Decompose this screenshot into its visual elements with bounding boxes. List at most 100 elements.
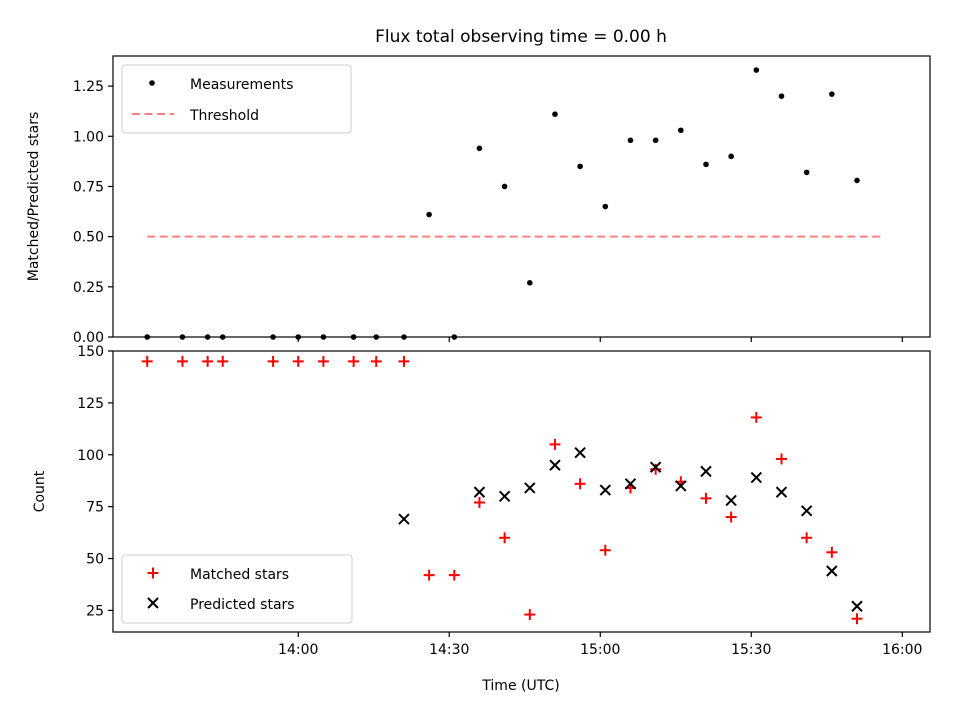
- predicted-star-point: [498, 490, 511, 502]
- measurement-point: [678, 127, 684, 134]
- y-tick-label: 0.75: [73, 179, 104, 195]
- y-tick-label: 0.00: [73, 330, 104, 346]
- matched-star-point: [317, 355, 329, 367]
- y-tick-label: 0.25: [73, 280, 104, 296]
- legend-marker-measurements: [149, 80, 155, 86]
- y-tick-label: 25: [86, 603, 104, 619]
- matched-star-point: [801, 532, 813, 544]
- matched-star-point: [292, 355, 304, 367]
- matched-star-point: [348, 355, 360, 367]
- measurement-point: [602, 203, 609, 210]
- matched-star-point: [549, 438, 561, 450]
- matched-star-point: [574, 478, 586, 490]
- matched-star-point: [650, 463, 662, 475]
- y-tick-label: 150: [77, 344, 104, 360]
- top-y-ticks: 0.00 0.25 0.50 0.75 1.00 1.25: [73, 79, 113, 346]
- predicted-star-point: [800, 505, 813, 517]
- matched-star-point: [700, 492, 712, 504]
- bottom-x-ticks: 14:00 14:30 15:00 15:30 16:00: [278, 632, 922, 658]
- measurement-point: [577, 163, 583, 170]
- top-y-axis-label: Matched/Predicted stars: [26, 112, 42, 282]
- legend-label-predicted-stars: Predicted stars: [190, 597, 295, 613]
- matched-star-point: [524, 609, 536, 621]
- predicted-star-point: [700, 465, 712, 478]
- bottom-x-axis-label: Time (UTC): [481, 678, 559, 694]
- legend-marker-matched-stars: [147, 567, 159, 579]
- matched-star-point: [826, 546, 838, 558]
- matched-star-point: [499, 532, 511, 544]
- matched-star-point: [176, 355, 188, 367]
- bottom-axes-frame: [112, 350, 931, 633]
- series-matched-stars: [141, 355, 863, 625]
- matched-star-point: [775, 453, 787, 465]
- bottom-legend-box: [121, 554, 353, 624]
- matched-star-point: [599, 544, 611, 556]
- measurement-point: [829, 91, 835, 97]
- measurement-point: [652, 137, 659, 144]
- predicted-star-point: [473, 486, 486, 498]
- bottom-series: [141, 355, 863, 625]
- measurement-point: [778, 93, 785, 99]
- measurement-point: [527, 280, 533, 286]
- legend-marker-predicted-stars: [147, 597, 159, 609]
- predicted-star-point: [574, 446, 586, 459]
- x-tick-label: 15:30: [731, 642, 771, 658]
- bottom-legend-marks: [147, 567, 159, 609]
- top-legend-box: [121, 64, 352, 134]
- y-tick-label: 0.50: [73, 230, 104, 246]
- matched-star-point: [370, 355, 382, 367]
- measurement-point: [703, 161, 709, 168]
- measurement-point: [476, 145, 483, 152]
- measurement-point: [728, 153, 734, 160]
- top-legend: Measurements Threshold: [121, 64, 352, 134]
- x-tick-label: 14:00: [278, 642, 318, 658]
- y-tick-label: 1.00: [73, 129, 104, 145]
- bottom-y-ticks: 25 50 75 100 125 150: [77, 344, 113, 619]
- y-tick-label: 1.25: [73, 79, 104, 95]
- x-tick-label: 15:00: [580, 642, 620, 658]
- matched-star-point: [725, 511, 737, 523]
- matched-star-point: [217, 355, 229, 367]
- measurement-point: [627, 137, 634, 144]
- matched-star-point: [267, 355, 279, 367]
- predicted-star-point: [524, 482, 536, 494]
- matched-star-point: [398, 355, 410, 367]
- chart-title: Flux total observing time = 0.00 h: [375, 27, 667, 47]
- x-tick-label: 16:00: [882, 642, 922, 658]
- measurement-point: [552, 111, 558, 118]
- top-axes-frame: [112, 55, 931, 338]
- matched-star-point: [141, 355, 153, 367]
- matched-star-point: [750, 411, 762, 423]
- y-tick-label: 75: [86, 500, 104, 516]
- top-legend-marks: [132, 80, 174, 115]
- predicted-star-point: [599, 484, 612, 496]
- y-tick-label: 50: [86, 552, 104, 568]
- measurement-point: [803, 169, 810, 176]
- panel-top: Flux total observing time = 0.00 h Match…: [26, 27, 931, 346]
- matched-star-point: [473, 496, 485, 508]
- top-x-ticks: [297, 337, 903, 342]
- legend-label-matched-stars: Matched stars: [190, 567, 289, 583]
- matched-star-point: [851, 613, 863, 625]
- predicted-star-point: [649, 461, 662, 473]
- bottom-y-axis-label: Count: [32, 470, 48, 512]
- x-tick-label: 14:30: [429, 642, 469, 658]
- predicted-star-point: [624, 478, 637, 490]
- predicted-star-point: [750, 471, 763, 484]
- bottom-legend: Matched stars Predicted stars: [121, 554, 353, 624]
- predicted-star-point: [775, 486, 788, 498]
- predicted-star-point: [398, 513, 410, 525]
- measurement-point: [426, 211, 432, 218]
- measurement-point: [501, 183, 508, 190]
- measurement-point: [854, 177, 860, 184]
- matched-star-point: [423, 569, 435, 581]
- series-predicted-stars: [398, 446, 863, 612]
- predicted-star-point: [675, 480, 687, 492]
- y-tick-label: 125: [77, 396, 104, 412]
- legend-label-measurements: Measurements: [190, 77, 293, 93]
- measurement-point: [753, 67, 760, 73]
- matched-star-point: [448, 569, 460, 581]
- y-tick-label: 100: [77, 448, 104, 464]
